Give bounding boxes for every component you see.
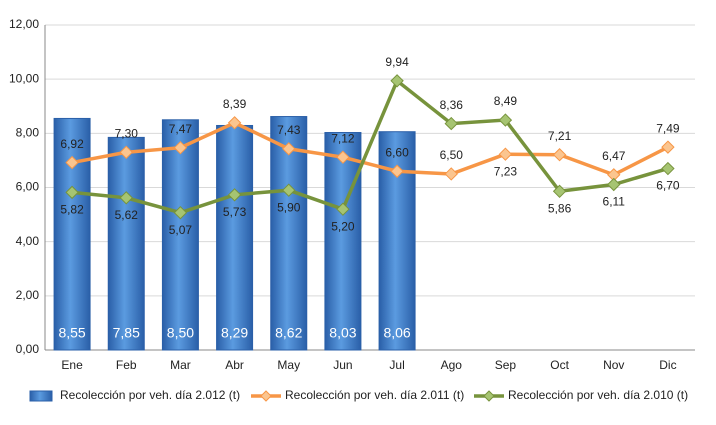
marker — [119, 145, 133, 159]
x-tick-label: Oct — [550, 358, 569, 372]
y-tick-label: 12,00 — [9, 17, 39, 31]
legend-label: Recolección por veh. día 2.012 (t) — [60, 388, 240, 402]
legend-swatch — [29, 390, 53, 402]
bar-value-label: 7,85 — [113, 325, 140, 341]
marker — [336, 150, 350, 164]
marker — [444, 116, 458, 131]
point-value-label: 7,47 — [169, 122, 193, 136]
marker — [444, 167, 458, 181]
point-value-label: 8,39 — [223, 97, 247, 111]
x-tick-label: Feb — [116, 358, 137, 372]
bar — [161, 119, 199, 351]
point-value-label: 7,21 — [548, 129, 572, 143]
marker — [173, 205, 188, 220]
marker — [65, 155, 79, 170]
bar — [216, 124, 254, 351]
bar — [324, 132, 362, 351]
point-value-label: 7,43 — [277, 123, 301, 137]
point-value-label: 8,36 — [440, 98, 464, 112]
x-tick-label: Ene — [61, 358, 83, 372]
marker — [119, 191, 133, 205]
marker — [390, 74, 404, 88]
bar-value-label: 8,29 — [221, 325, 248, 341]
point-value-label: 5,90 — [277, 200, 301, 214]
legend-marker — [260, 390, 272, 402]
point-value-label: 6,50 — [440, 148, 464, 162]
point-value-label: 5,73 — [223, 205, 247, 219]
point-value-label: 7,23 — [494, 164, 518, 178]
x-tick-label: Nov — [603, 358, 624, 372]
point-value-label: 5,62 — [115, 208, 139, 222]
marker — [336, 202, 350, 216]
point-value-label: 6,11 — [603, 195, 626, 209]
point-value-label: 6,70 — [656, 179, 680, 193]
x-tick-label: Jul — [389, 358, 404, 372]
point-value-label: 5,07 — [169, 223, 193, 237]
point-value-label: 5,20 — [331, 219, 355, 233]
x-tick-label: Sep — [495, 358, 517, 372]
point-value-label: 5,82 — [60, 203, 84, 217]
marker — [661, 140, 675, 154]
marker — [607, 177, 621, 192]
bar-value-label: 8,06 — [383, 325, 410, 341]
x-tick-label: Jun — [333, 358, 352, 372]
legend-marker — [483, 390, 495, 402]
legend-label: Recolección por veh. día 2.011 (t) — [285, 388, 464, 402]
bar — [107, 136, 145, 351]
bar-value-label: 8,62 — [275, 325, 302, 341]
marker — [498, 147, 513, 161]
bar-value-label: 8,55 — [58, 325, 85, 341]
legend-label: Recolección por veh. día 2.010 (t) — [508, 388, 688, 402]
marker — [552, 184, 567, 198]
marker — [390, 164, 404, 178]
x-tick-label: May — [277, 358, 300, 372]
y-tick-label: 2,00 — [16, 288, 40, 302]
x-tick-label: Abr — [225, 358, 244, 372]
point-value-label: 7,12 — [331, 131, 355, 145]
y-tick-label: 10,00 — [9, 71, 39, 85]
marker — [173, 140, 188, 155]
y-tick-label: 6,00 — [16, 180, 40, 194]
line — [71, 120, 669, 177]
point-value-label: 7,49 — [656, 121, 680, 135]
point-value-label: 6,92 — [60, 137, 84, 151]
x-tick-label: Ago — [441, 358, 463, 372]
y-tick-label: 8,00 — [16, 126, 40, 140]
x-tick-label: Mar — [170, 358, 191, 372]
bar — [53, 117, 91, 351]
line — [71, 77, 669, 215]
point-value-label: 7,30 — [115, 126, 139, 140]
marker — [282, 183, 296, 197]
point-value-label: 8,49 — [494, 94, 518, 108]
bar-value-label: 8,03 — [329, 325, 356, 341]
y-tick-label: 0,00 — [16, 342, 40, 356]
bar — [378, 131, 416, 351]
point-value-label: 6,47 — [602, 149, 626, 163]
x-tick-label: Dic — [659, 358, 676, 372]
marker — [227, 188, 242, 202]
marker — [227, 116, 242, 130]
marker — [552, 148, 567, 162]
marker — [498, 113, 513, 127]
bar-value-label: 8,50 — [167, 325, 194, 341]
marker — [661, 161, 675, 176]
point-value-label: 9,94 — [385, 55, 409, 69]
point-value-label: 6,60 — [385, 145, 409, 159]
marker — [65, 185, 79, 200]
point-value-label: 5,86 — [548, 201, 572, 215]
y-tick-label: 4,00 — [16, 234, 40, 248]
marker — [282, 142, 296, 156]
